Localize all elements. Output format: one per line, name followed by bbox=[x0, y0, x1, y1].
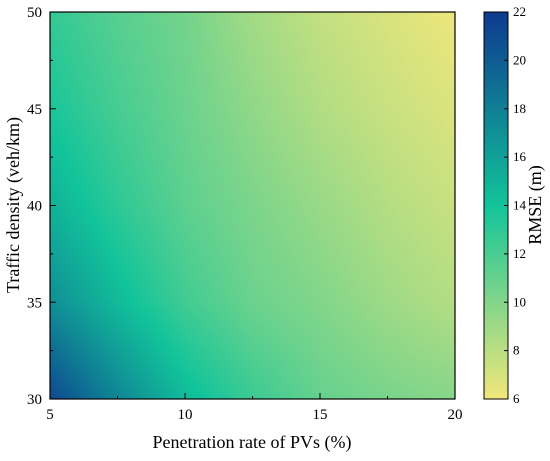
x-tick-label: 5 bbox=[46, 407, 54, 423]
x-axis-title: Penetration rate of PVs (%) bbox=[153, 432, 352, 453]
heatmap-surface bbox=[50, 12, 455, 399]
colorbar-tick-label: 20 bbox=[513, 52, 526, 67]
y-tick-label: 35 bbox=[27, 295, 42, 311]
x-tick-label: 10 bbox=[178, 407, 193, 423]
colorbar-tick-label: 10 bbox=[513, 294, 526, 309]
colorbar-tick-label: 12 bbox=[513, 246, 526, 261]
colorbar-tick-label: 16 bbox=[513, 149, 527, 164]
colorbar-tick-label: 8 bbox=[513, 343, 520, 358]
x-tick-label: 15 bbox=[313, 407, 328, 423]
colorbar-tick-label: 22 bbox=[513, 4, 526, 19]
colorbar-tick-label: 14 bbox=[513, 198, 527, 213]
y-tick-label: 45 bbox=[27, 102, 42, 118]
y-tick-label: 40 bbox=[27, 199, 42, 215]
colorbar-ticks: 6 8 10 12 14 16 18 20 22 bbox=[504, 4, 527, 406]
colorbar-title: RMSE (m) bbox=[525, 165, 546, 245]
y-tick-label: 50 bbox=[27, 5, 42, 21]
colorbar-tick-label: 6 bbox=[513, 391, 520, 406]
y-tick-label: 30 bbox=[27, 392, 42, 408]
x-tick-label: 20 bbox=[448, 407, 463, 423]
y-axis: 30 35 40 45 50 bbox=[27, 5, 56, 408]
x-axis: 5 10 15 20 bbox=[46, 393, 463, 423]
colorbar-tick-label: 18 bbox=[513, 101, 526, 116]
y-axis-title: Traffic density (veh/km) bbox=[3, 117, 24, 293]
